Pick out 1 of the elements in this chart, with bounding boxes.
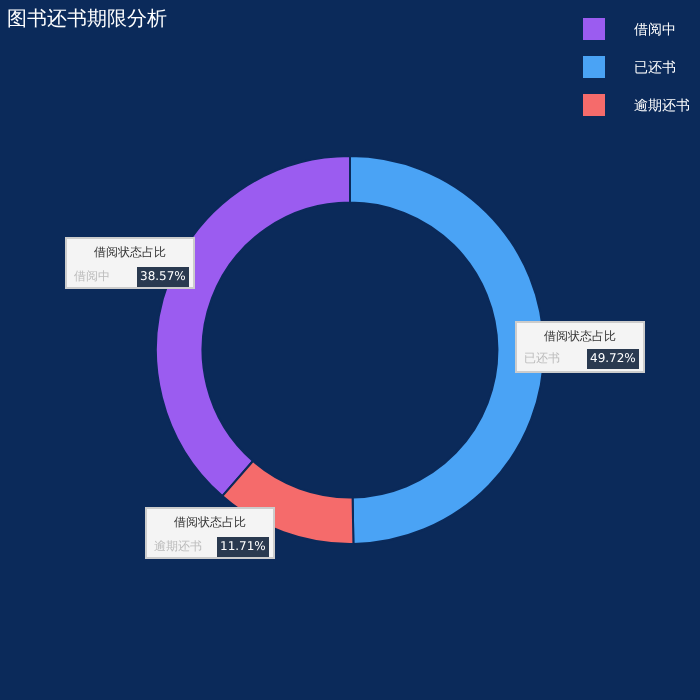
chart-title: 图书还书期限分析 [7, 6, 167, 31]
